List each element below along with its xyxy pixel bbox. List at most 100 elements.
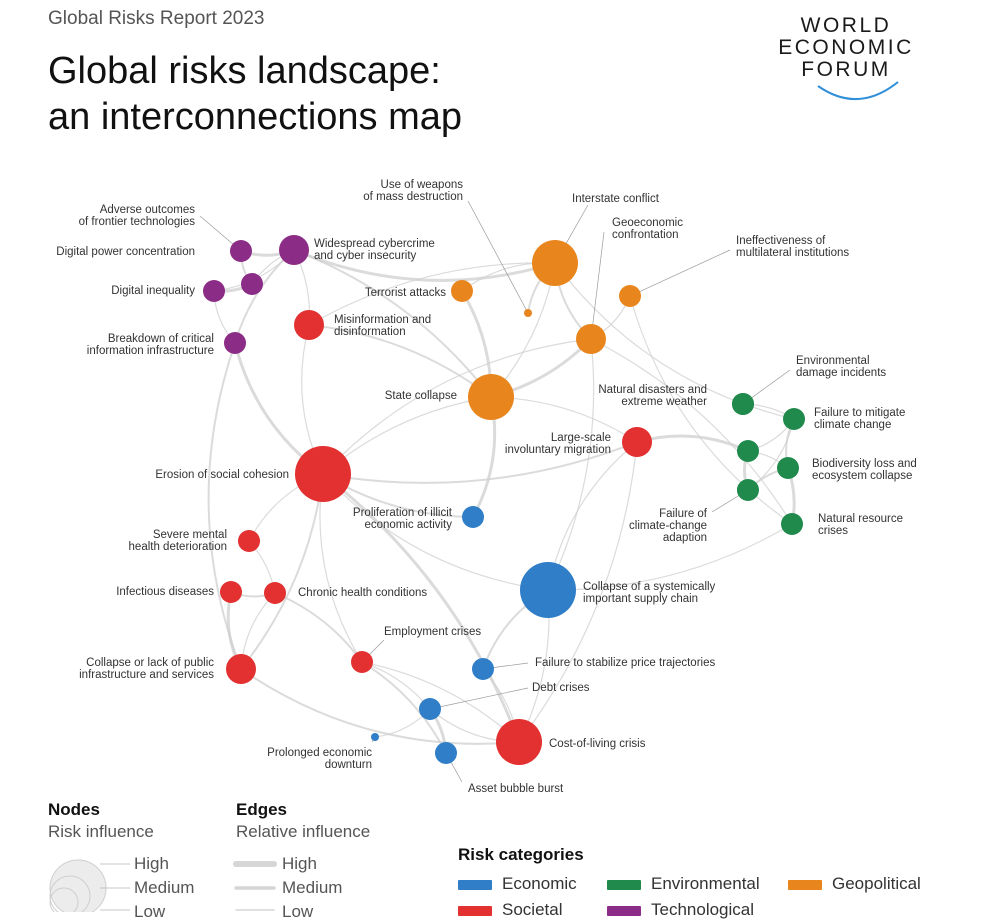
edge-publicinfra-costliving (240, 668, 520, 745)
edge-chronic-employment (274, 592, 363, 663)
node-cybercrime[interactable] (279, 235, 309, 265)
wef-logo: WORLD ECONOMIC FORUM (778, 14, 914, 100)
label-multilateral: Ineffectiveness of multilateral instituti… (736, 235, 849, 259)
node-mitigate[interactable] (783, 408, 805, 430)
node-geoeconomic[interactable] (576, 324, 606, 354)
leader-line-wmd (467, 200, 529, 314)
node-illicit[interactable] (462, 506, 484, 528)
node-statecollapse[interactable] (468, 374, 514, 420)
label-wmd: Use of weapons of mass destruction (363, 179, 463, 203)
legend-node-low: Low (134, 902, 166, 921)
edge-misinfo-statecollapse (308, 324, 492, 398)
edge-migration-cohesion (322, 441, 638, 484)
edge-migration-costliving (518, 441, 638, 743)
label-supply: Collapse of a systemically important supp… (583, 581, 716, 605)
legend-swatch-societal (458, 906, 492, 916)
logo-arc (817, 81, 899, 100)
node-multilateral[interactable] (619, 285, 641, 307)
label-downturn: Prolonged economic downturn (267, 747, 372, 771)
nodes-layer (203, 235, 805, 765)
legend-node-circle-low (49, 887, 79, 912)
legend-label-geopolitical: Geopolitical (832, 874, 921, 893)
edge-multilateral-resource (629, 295, 793, 525)
node-resource[interactable] (781, 513, 803, 535)
label-migration: Large-scale involuntary migration (505, 432, 611, 456)
edge-geoeconomic-cohesion (322, 338, 592, 475)
label-adaption: Failure of climate-change adaption (629, 508, 708, 544)
node-env-extra[interactable] (732, 393, 754, 415)
edge-breakdown-cybercrime (234, 249, 295, 344)
node-bubble[interactable] (435, 742, 457, 764)
node-publicinfra[interactable] (226, 654, 256, 684)
label-costliving: Cost-of-living crisis (549, 738, 646, 750)
node-wmd[interactable] (524, 309, 532, 317)
edge-misinfo-interstate (308, 262, 556, 326)
legend-edge-low: Low (282, 902, 314, 921)
label-price: Failure to stabilize price trajectories (535, 657, 715, 669)
node-debt[interactable] (419, 698, 441, 720)
legend-edges-sub: Relative influence (236, 822, 371, 841)
node-inequality[interactable] (203, 280, 225, 302)
edge-cohesion-publicinfra (240, 473, 324, 670)
node-costliving[interactable] (496, 719, 542, 765)
label-statecollapse: State collapse (385, 390, 457, 402)
label-publicinfra: Collapse or lack of public infrastructure… (79, 657, 214, 681)
node-env-extra-2[interactable] (737, 480, 757, 500)
label-envdamage: Environmental damage incidents (796, 355, 886, 379)
label-resource: Natural resource crises (818, 513, 903, 537)
edge-cohesion-costliving (322, 472, 521, 743)
legend-categories-title: Risk categories (458, 845, 584, 864)
label-breakdown: Breakdown of critical information infrast… (87, 333, 214, 357)
node-terrorist[interactable] (451, 280, 473, 302)
label-adverse: Adverse outcomes of frontier technologies (79, 204, 196, 228)
legend-label-societal: Societal (502, 900, 563, 919)
node-power[interactable] (241, 273, 263, 295)
logo-line-1: WORLD (801, 14, 892, 37)
label-biodiversity: Biodiversity loss and ecosystem collapse (812, 458, 917, 482)
label-misinfo: Misinformation and disinformation (334, 314, 431, 338)
node-biodiversity[interactable] (777, 457, 799, 479)
node-migration[interactable] (622, 427, 652, 457)
edge-geoeconomic-resource (590, 338, 793, 525)
leader-line-debt (429, 687, 529, 710)
node-adverse[interactable] (230, 240, 252, 262)
node-breakdown[interactable] (224, 332, 246, 354)
labels-layer: Adverse outcomes of frontier technologies… (56, 179, 917, 795)
label-mental: Severe mental health deterioration (129, 529, 227, 553)
node-natural[interactable] (737, 440, 759, 462)
node-supply[interactable] (520, 562, 576, 618)
node-price[interactable] (472, 658, 494, 680)
node-downturn[interactable] (371, 733, 379, 741)
label-mitigate: Failure to mitigate climate change (814, 407, 905, 431)
logo-line-2: ECONOMIC (778, 36, 914, 59)
legend-nodes-title: Nodes (48, 800, 100, 819)
node-cohesion[interactable] (295, 446, 351, 502)
label-debt: Debt crises (532, 682, 590, 694)
label-terrorist: Terrorist attacks (365, 287, 446, 299)
logo-line-3: FORUM (801, 58, 891, 81)
legend-label-technological: Technological (651, 900, 755, 919)
page-title: Global risks landscape: an interconnecti… (48, 48, 462, 140)
node-misinfo[interactable] (294, 310, 324, 340)
node-mental[interactable] (238, 530, 260, 552)
edge-geoeconomic-supply (547, 338, 595, 591)
node-interstate[interactable] (532, 240, 578, 286)
legend-swatch-geopolitical (788, 880, 822, 890)
label-inequality: Digital inequality (111, 285, 195, 297)
edge-cohesion-supply (322, 473, 549, 591)
node-employment[interactable] (351, 651, 373, 673)
label-infectious: Infectious diseases (116, 586, 214, 598)
legend-swatch-technological (607, 906, 641, 916)
edge-breakdown-publicinfra (207, 342, 242, 670)
legend-swatch-economic (458, 880, 492, 890)
legend-label-environmental: Environmental (651, 874, 760, 893)
label-cohesion: Erosion of social cohesion (155, 469, 289, 481)
edge-cybercrime-interstate (293, 248, 556, 282)
node-chronic[interactable] (264, 582, 286, 604)
title-line-2: an interconnections map (48, 96, 463, 138)
report-label: Global Risks Report 2023 (48, 8, 265, 29)
node-infectious[interactable] (220, 581, 242, 603)
legend-label-economic: Economic (502, 874, 577, 893)
label-natural: Natural disasters and extreme weather (598, 384, 707, 408)
